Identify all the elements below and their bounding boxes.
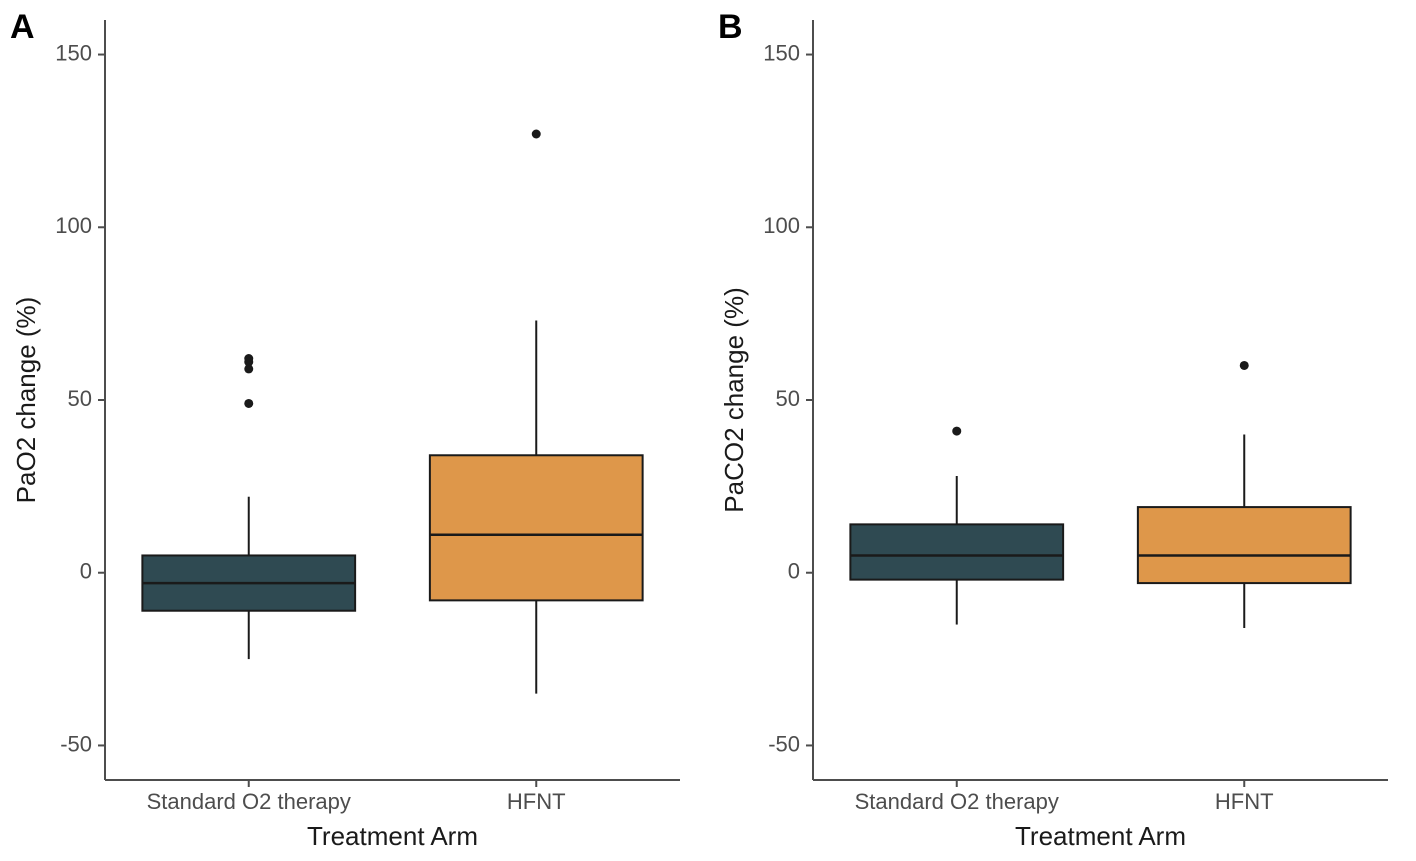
outlier-point	[532, 130, 541, 139]
y-tick-label: 100	[55, 213, 92, 238]
figure-container: A -50 0 50 100 150 Standard O2 therapy HFNT PaO2…	[0, 0, 1416, 861]
y-axis-title: PaO2 change (%)	[11, 297, 41, 504]
x-axis-title: Treatment Arm	[307, 821, 478, 851]
y-tick-label: -50	[60, 731, 92, 756]
x-tick-label: Standard O2 therapy	[147, 789, 351, 814]
y-axis-title: PaCO2 change (%)	[719, 287, 749, 512]
y-tick-label: 50	[68, 386, 92, 411]
figure-svg: A -50 0 50 100 150 Standard O2 therapy HFNT PaO2…	[0, 0, 1416, 861]
box	[1138, 507, 1351, 583]
outlier-point	[952, 427, 961, 436]
y-tick-label: 50	[776, 386, 800, 411]
panel-label: A	[10, 8, 35, 46]
x-tick-label: Standard O2 therapy	[855, 789, 1059, 814]
x-tick-label: HFNT	[507, 789, 566, 814]
panel-label: B	[718, 8, 743, 46]
panel-A: A -50 0 50 100 150 Standard O2 therapy HFNT PaO2…	[10, 8, 680, 851]
panel-B: B -50 0 50 100 150 Standard O2 therapy HFNT PaCO…	[718, 8, 1388, 851]
outlier-point	[244, 354, 253, 363]
x-axis-title: Treatment Arm	[1015, 821, 1186, 851]
y-tick-label: 150	[763, 40, 800, 65]
y-tick-label: 0	[80, 559, 92, 584]
outlier-point	[1240, 361, 1249, 370]
box	[430, 455, 643, 600]
outlier-point	[244, 399, 253, 408]
x-tick-label: HFNT	[1215, 789, 1274, 814]
box	[850, 524, 1063, 579]
y-tick-label: 0	[788, 559, 800, 584]
y-tick-label: 150	[55, 40, 92, 65]
y-tick-label: -50	[768, 731, 800, 756]
y-tick-label: 100	[763, 213, 800, 238]
